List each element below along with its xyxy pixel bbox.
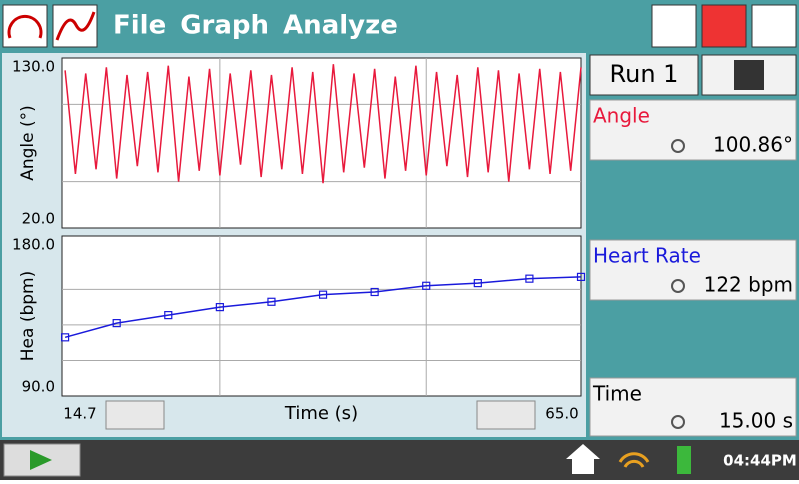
data-line xyxy=(64,276,582,339)
gauge xyxy=(7,15,43,39)
meter-box xyxy=(589,377,797,437)
data-point xyxy=(267,297,276,306)
y-axis-label: Hea (bpm) xyxy=(18,271,38,361)
data-point xyxy=(60,333,70,342)
data-point xyxy=(164,311,173,320)
data-point xyxy=(576,272,586,281)
data-point xyxy=(112,319,121,328)
x-tick-label: 14.7 xyxy=(63,405,96,423)
meter-name: Angle xyxy=(593,104,650,128)
scroll-button[interactable] xyxy=(105,400,165,430)
meter-box xyxy=(589,239,797,301)
meter-name: Heart Rate xyxy=(593,244,701,268)
graph-curve xyxy=(55,11,96,41)
cabinet-icon xyxy=(734,60,764,90)
meter-name: Time xyxy=(592,382,642,406)
data-point xyxy=(370,287,379,297)
status-bar xyxy=(0,440,799,480)
y-tick-label: 20.0 xyxy=(22,210,55,228)
table-icon[interactable] xyxy=(651,4,697,48)
run-label: Run 1 xyxy=(610,60,679,88)
meter-box xyxy=(589,99,797,161)
data-point xyxy=(473,279,482,288)
y-tick-label: 130.0 xyxy=(12,58,55,76)
meter-reading: 100.86° xyxy=(713,133,793,157)
notes-icon[interactable] xyxy=(751,4,797,48)
y-tick-label: 90.0 xyxy=(22,378,55,396)
meter-dot xyxy=(671,139,685,153)
menu-analyze[interactable]: Analyze xyxy=(283,11,398,41)
meter-dot xyxy=(671,415,685,429)
menu-graph[interactable]: Graph xyxy=(180,11,269,41)
play-icon xyxy=(30,450,52,470)
scroll-button[interactable] xyxy=(476,400,536,430)
y-axis-label: Angle (°) xyxy=(18,105,38,181)
data-point xyxy=(318,290,328,299)
meter-reading: 122 bpm xyxy=(704,273,793,297)
home-icon[interactable] xyxy=(566,444,600,474)
data-point xyxy=(215,303,224,312)
list-icon[interactable] xyxy=(701,4,747,48)
meter-dot xyxy=(671,279,685,293)
data-line xyxy=(64,64,582,184)
y-tick-label: 180.0 xyxy=(12,236,55,254)
menu-file[interactable]: File xyxy=(113,11,166,41)
x-tick-label: 65.0 xyxy=(545,405,578,423)
data-point xyxy=(422,281,431,290)
plot-area xyxy=(61,235,582,397)
wifi-icon xyxy=(618,452,650,468)
battery-icon xyxy=(677,446,691,474)
clock: 04:44PM xyxy=(723,452,797,470)
run-button[interactable] xyxy=(589,54,699,96)
data-point xyxy=(525,274,534,283)
x-axis-label: Time (s) xyxy=(284,403,358,424)
meter-reading: 15.00 s xyxy=(719,409,793,433)
